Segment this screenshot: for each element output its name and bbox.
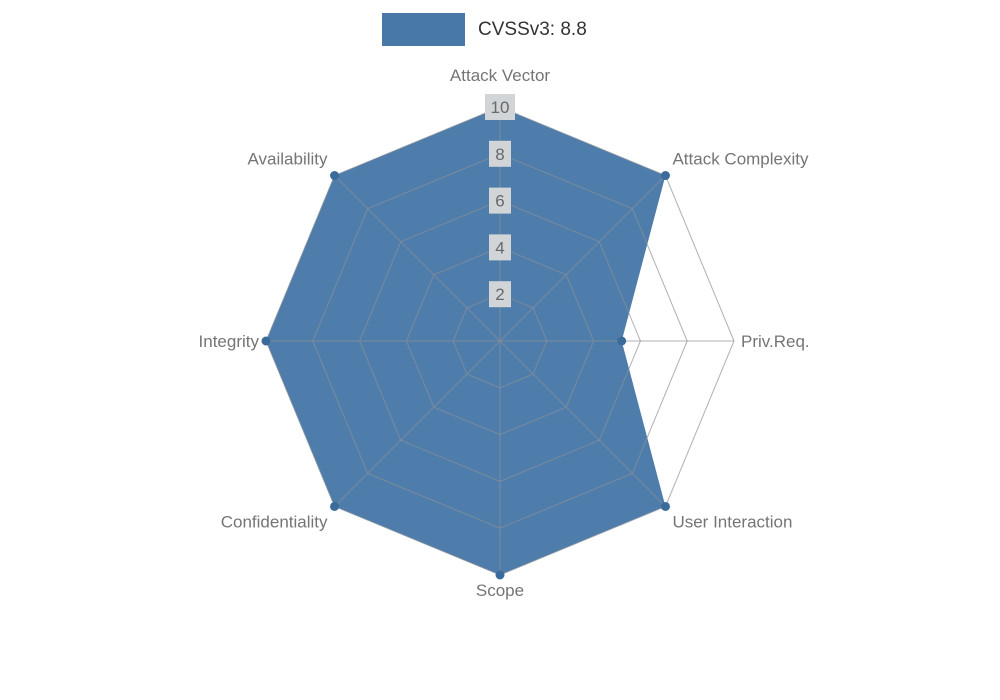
axis-spoke [334, 340, 501, 507]
vertex-dot [330, 171, 340, 181]
axis-spoke [499, 175, 666, 342]
tick-label-box [485, 94, 515, 120]
axis-label: Integrity [199, 332, 260, 351]
tick-label-box [489, 187, 511, 214]
vertex-dot [617, 336, 627, 346]
axis-label: Availability [248, 150, 329, 169]
axis-label: Attack Vector [450, 66, 550, 85]
axis-label: User Interaction [672, 512, 792, 531]
axis-label: Priv.Req. [741, 332, 810, 351]
axis-label: Scope [476, 581, 524, 600]
vertex-dot [660, 501, 670, 511]
tick-label-box [489, 140, 511, 167]
axis-label: Attack Complexity [672, 150, 809, 169]
tick-label: 10 [491, 98, 510, 117]
legend-swatch[interactable] [382, 13, 465, 46]
axis-label: Confidentiality [221, 512, 328, 531]
axis-spoke [334, 175, 501, 342]
tick-label: 6 [495, 192, 504, 211]
tick-label-box [489, 281, 511, 308]
tick-label: 4 [495, 238, 504, 257]
vertex-dot [330, 501, 340, 511]
legend[interactable]: CVSSv3: 8.8 [382, 13, 587, 46]
legend-label: CVSSv3: 8.8 [478, 18, 587, 40]
axis-spoke [499, 340, 666, 507]
vertex-dot [495, 570, 505, 580]
tick-label: 8 [495, 145, 504, 164]
vertex-dot [261, 336, 271, 346]
vertex-dot [660, 171, 670, 181]
tick-label-box [489, 234, 511, 261]
tick-label: 2 [495, 285, 504, 304]
